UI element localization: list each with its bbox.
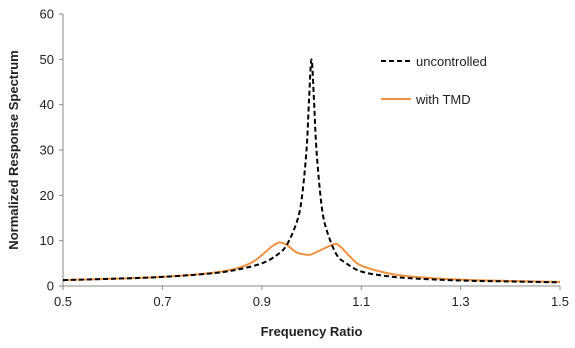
series-uncontrolled-line: [62, 58, 561, 284]
legend-item-uncontrolled: uncontrolled: [381, 54, 487, 69]
x-tick-label: 1.1: [352, 294, 370, 309]
x-tick-label: 1.5: [551, 294, 569, 309]
legend-label: uncontrolled: [416, 54, 487, 69]
series-with-tmd-line: [62, 241, 561, 283]
legend: uncontrolled with TMD: [381, 54, 487, 107]
y-tick-label: 60: [40, 7, 54, 22]
y-axis-ticks: 0 10 20 30 40 50 60: [40, 7, 63, 294]
x-tick-label: 1.3: [452, 294, 470, 309]
y-tick-label: 0: [47, 279, 54, 294]
y-tick-label: 50: [40, 52, 54, 67]
y-tick-label: 30: [40, 143, 54, 158]
x-axis-title: Frequency Ratio: [261, 324, 363, 339]
y-axis-title: Normalized Response Spectrum: [6, 50, 21, 249]
x-tick-label: 0.7: [153, 294, 171, 309]
y-tick-label: 40: [40, 97, 54, 112]
y-tick-label: 20: [40, 188, 54, 203]
series-layer: [62, 58, 561, 284]
legend-label: with TMD: [415, 92, 471, 107]
x-axis-ticks: 0.5 0.7 0.9 1.1 1.3 1.5: [54, 286, 569, 309]
x-tick-label: 0.5: [54, 294, 72, 309]
y-tick-label: 10: [40, 233, 54, 248]
x-tick-label: 0.9: [253, 294, 271, 309]
legend-item-with-tmd: with TMD: [381, 92, 471, 107]
